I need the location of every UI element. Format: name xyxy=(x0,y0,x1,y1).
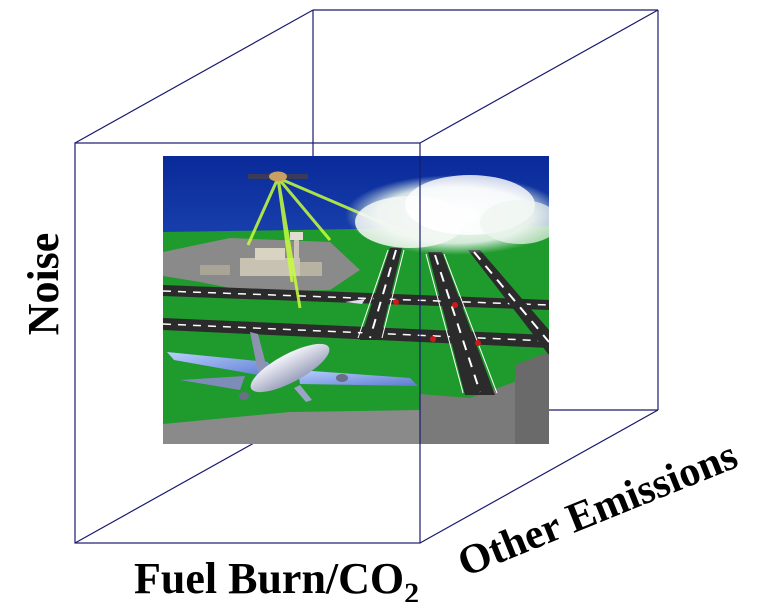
airport-illustration xyxy=(163,156,549,444)
noise-axis-label: Noise xyxy=(19,233,68,336)
control-tower-icon xyxy=(200,232,322,276)
fuel-burn-axis-label: Fuel Burn/CO2 xyxy=(134,554,419,602)
satellite-icon xyxy=(248,171,308,182)
fuel-burn-label-main: Fuel Burn/CO xyxy=(134,554,404,602)
other-emissions-axis-label: Other Emissions xyxy=(452,432,744,586)
cloud-icon xyxy=(345,175,549,255)
co2-subscript: 2 xyxy=(404,577,419,602)
cube-front-edges xyxy=(74,9,659,544)
runways xyxy=(360,248,549,395)
airplane-icon xyxy=(167,332,418,402)
